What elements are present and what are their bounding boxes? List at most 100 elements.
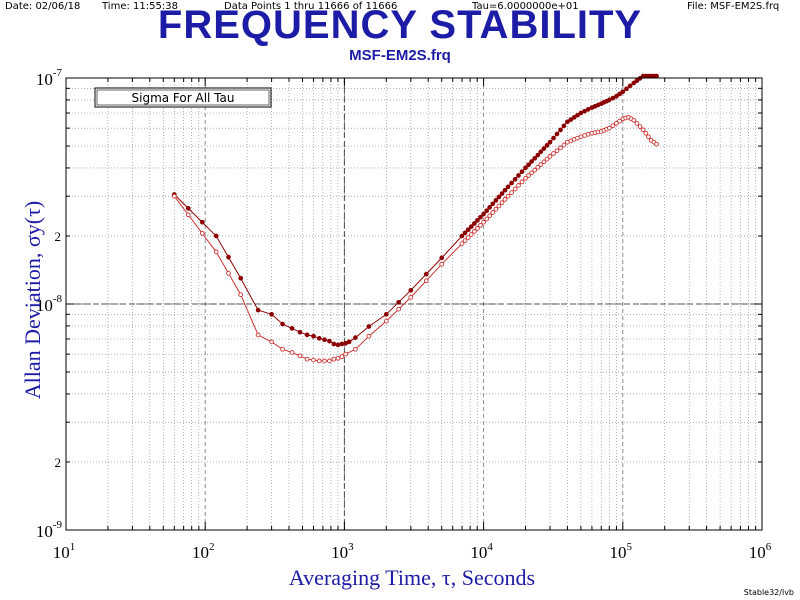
x-tick-label-exponent: 4 bbox=[487, 541, 493, 553]
data-point bbox=[535, 164, 541, 170]
data-point bbox=[269, 311, 274, 317]
data-point bbox=[327, 358, 332, 364]
data-point bbox=[465, 235, 471, 240]
data-point bbox=[496, 194, 502, 200]
data-point bbox=[529, 159, 534, 164]
data-point bbox=[610, 123, 616, 129]
chart-title: FREQUENCY STABILITY bbox=[157, 3, 643, 47]
data-point bbox=[366, 333, 372, 339]
data-point bbox=[551, 151, 556, 156]
data-point bbox=[620, 89, 626, 95]
data-point bbox=[226, 254, 231, 260]
data-point bbox=[640, 127, 646, 133]
data-point bbox=[213, 249, 219, 255]
data-point bbox=[472, 229, 477, 234]
data-point bbox=[226, 270, 231, 276]
data-point bbox=[526, 173, 531, 178]
data-point bbox=[383, 311, 389, 317]
data-point bbox=[316, 358, 322, 364]
data-point bbox=[561, 123, 567, 129]
data-point bbox=[304, 356, 310, 362]
data-point bbox=[634, 78, 640, 84]
data-point bbox=[439, 261, 445, 267]
x-tick-label: 104 bbox=[470, 541, 493, 562]
data-point bbox=[571, 115, 577, 120]
data-point bbox=[617, 91, 622, 97]
legend-box-text: Sigma For All Tau bbox=[132, 91, 235, 105]
y-axis-label: Allan Deviation, σy(τ) bbox=[20, 201, 45, 399]
series-filled bbox=[171, 73, 659, 348]
data-point bbox=[304, 332, 310, 338]
data-point bbox=[505, 184, 511, 190]
y-tick-label: 10-7 bbox=[36, 67, 63, 89]
data-point bbox=[238, 275, 244, 281]
data-point bbox=[353, 335, 358, 340]
data-point bbox=[516, 173, 521, 178]
data-point bbox=[509, 180, 514, 186]
data-point bbox=[490, 201, 496, 207]
footer-credit: Stable32/lvb bbox=[743, 588, 794, 597]
data-point bbox=[532, 155, 538, 161]
data-point bbox=[499, 200, 505, 206]
data-point bbox=[499, 191, 505, 196]
data-point bbox=[462, 238, 468, 243]
data-point bbox=[462, 230, 468, 236]
data-point bbox=[472, 221, 477, 226]
data-point bbox=[408, 295, 414, 300]
data-point bbox=[519, 179, 525, 185]
data-point bbox=[558, 127, 563, 133]
data-point bbox=[322, 337, 327, 343]
data-point bbox=[585, 107, 591, 112]
data-point bbox=[541, 146, 547, 151]
data-point bbox=[423, 271, 429, 277]
data-point bbox=[512, 186, 518, 192]
data-point bbox=[493, 206, 499, 212]
data-point bbox=[408, 287, 414, 293]
x-tick-label-exponent: 5 bbox=[627, 541, 633, 553]
data-point bbox=[484, 216, 490, 222]
data-point bbox=[396, 299, 401, 305]
data-point bbox=[465, 227, 471, 233]
data-point bbox=[554, 131, 560, 137]
data-point bbox=[331, 341, 337, 347]
data-point bbox=[346, 339, 352, 345]
data-point bbox=[624, 86, 629, 92]
x-tick-label-exponent: 2 bbox=[209, 541, 215, 553]
reference-lines bbox=[66, 78, 762, 530]
data-point bbox=[561, 142, 567, 148]
y-tick-label-exponent: -7 bbox=[53, 67, 63, 79]
data-point bbox=[331, 356, 337, 362]
data-point bbox=[289, 326, 295, 331]
data-point bbox=[311, 333, 316, 339]
chart-subtitle: MSF-EM2S.frq bbox=[349, 47, 451, 64]
y-tick-label-exponent: -9 bbox=[53, 519, 63, 531]
x-axis-label: Averaging Time, τ, Seconds bbox=[289, 565, 535, 590]
data-point bbox=[585, 131, 591, 137]
data-point bbox=[439, 255, 445, 261]
data-point bbox=[297, 329, 303, 335]
data-point bbox=[185, 206, 191, 211]
data-point bbox=[423, 278, 429, 284]
data-point bbox=[575, 112, 580, 118]
data-point bbox=[335, 355, 341, 361]
data-point bbox=[475, 217, 480, 223]
x-tick-label-exponent: 1 bbox=[70, 541, 76, 553]
data-point bbox=[468, 224, 474, 229]
data-point bbox=[383, 318, 389, 324]
header-time: Time: 11:55:38 bbox=[102, 1, 178, 12]
data-point bbox=[523, 175, 528, 181]
data-point bbox=[297, 353, 303, 359]
data-point bbox=[459, 233, 465, 239]
data-point bbox=[468, 232, 474, 237]
x-tick-label: 102 bbox=[192, 541, 215, 562]
data-point bbox=[512, 176, 518, 182]
data-point bbox=[643, 130, 649, 136]
data-point bbox=[631, 117, 637, 123]
data-point bbox=[627, 83, 633, 89]
data-point bbox=[478, 222, 483, 228]
data-point bbox=[481, 219, 486, 225]
series-layer bbox=[171, 73, 659, 364]
data-point bbox=[606, 125, 612, 131]
header-date: Date: 02/06/18 bbox=[5, 1, 81, 12]
